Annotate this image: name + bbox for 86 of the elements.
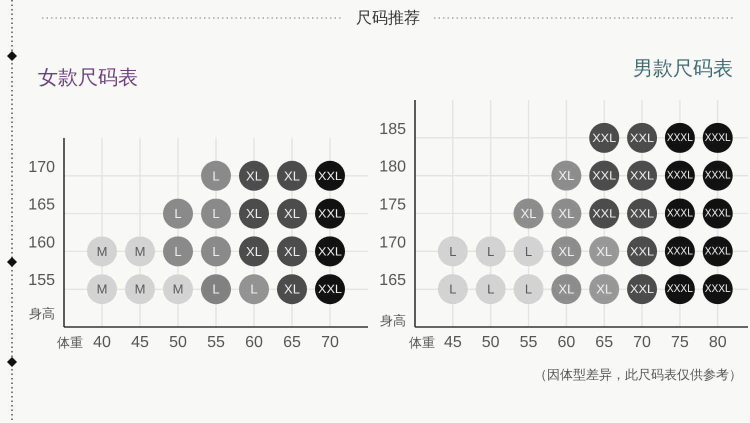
data-label: XXL bbox=[318, 244, 342, 258]
data-label: L bbox=[524, 244, 532, 259]
x-tick-label: 55 bbox=[520, 334, 538, 351]
data-label: L bbox=[524, 282, 532, 297]
data-label: XXXL bbox=[666, 283, 696, 296]
y-tick-label: 160 bbox=[28, 234, 56, 252]
x-tick-label: 70 bbox=[633, 334, 652, 351]
data-label: XXL bbox=[592, 130, 617, 145]
text: （因体型差异，此尺码表仅供参考） bbox=[534, 367, 742, 382]
data-label: XXXL bbox=[704, 283, 733, 296]
x-tick-label: 60 bbox=[245, 334, 263, 351]
y-tick-label: 165 bbox=[379, 272, 406, 290]
x-tick-label: 75 bbox=[670, 334, 689, 351]
y-axis-title: 身高 bbox=[29, 306, 55, 321]
y-tick-label: 170 bbox=[379, 234, 406, 252]
data-label: L bbox=[212, 168, 220, 184]
x-tick-label: 70 bbox=[321, 334, 339, 351]
data-label: XXXL bbox=[704, 170, 733, 182]
x-axis-title: 体重 bbox=[409, 335, 435, 350]
data-label: L bbox=[174, 206, 182, 222]
data-label: XXL bbox=[592, 168, 617, 183]
x-tick-label: 45 bbox=[444, 334, 462, 351]
data-label: XL bbox=[246, 206, 262, 222]
data-label: M bbox=[134, 282, 146, 297]
data-label: XL bbox=[246, 168, 262, 184]
data-label: L bbox=[487, 282, 494, 297]
data-label: XXXL bbox=[666, 132, 696, 144]
data-label: XL bbox=[284, 206, 300, 222]
x-tick-label: 65 bbox=[283, 334, 301, 351]
chart-title: 男款尺码表 bbox=[633, 58, 733, 80]
data-label: XXL bbox=[630, 282, 654, 296]
x-axis-title: 体重 bbox=[57, 335, 83, 350]
data-label: M bbox=[96, 244, 108, 259]
y-tick-label: 180 bbox=[379, 158, 406, 176]
data-label: XL bbox=[284, 244, 300, 259]
x-tick-label: 60 bbox=[557, 334, 576, 351]
data-label: XXL bbox=[630, 130, 654, 145]
data-label: L bbox=[212, 244, 220, 259]
y-tick-label: 185 bbox=[379, 120, 406, 138]
data-label: XXL bbox=[630, 168, 654, 183]
data-label: M bbox=[96, 282, 108, 297]
data-label: L bbox=[212, 282, 220, 297]
x-tick-label: 50 bbox=[482, 334, 500, 351]
x-tick-label: 45 bbox=[131, 334, 149, 351]
data-label: XL bbox=[246, 244, 262, 259]
data-label: XL bbox=[558, 206, 574, 221]
data-label: XL bbox=[558, 282, 574, 297]
data-label: XL bbox=[284, 282, 300, 297]
y-tick-label: 155 bbox=[28, 272, 56, 290]
data-label: XL bbox=[558, 168, 574, 184]
x-tick-label: 65 bbox=[595, 334, 614, 351]
data-label: XXXL bbox=[666, 208, 696, 220]
x-tick-label: 55 bbox=[207, 334, 225, 351]
data-label: XXL bbox=[630, 244, 654, 258]
data-label: XXL bbox=[318, 282, 342, 296]
x-tick-label: 50 bbox=[169, 334, 187, 351]
y-tick-label: 165 bbox=[28, 196, 56, 214]
y-tick-label: 175 bbox=[379, 196, 406, 214]
data-label: XXXL bbox=[704, 245, 733, 258]
data-label: XL bbox=[520, 206, 536, 221]
data-label: L bbox=[250, 282, 258, 297]
text: 尺码推荐 bbox=[356, 9, 420, 27]
data-label: L bbox=[212, 206, 220, 222]
data-label: XXL bbox=[630, 206, 654, 220]
data-label: L bbox=[174, 244, 182, 259]
chart-title: 女款尺码表 bbox=[38, 67, 138, 89]
data-label: XXL bbox=[592, 206, 617, 220]
data-label: M bbox=[172, 282, 184, 297]
y-tick-label: 170 bbox=[28, 158, 56, 176]
data-label: XXXL bbox=[666, 245, 696, 258]
data-label: XXL bbox=[318, 206, 342, 221]
data-label: XXL bbox=[318, 168, 342, 183]
data-label: XXXL bbox=[704, 208, 733, 220]
data-label: XL bbox=[558, 244, 574, 259]
x-tick-label: 40 bbox=[93, 334, 111, 351]
y-axis-title: 身高 bbox=[380, 313, 406, 328]
data-label: L bbox=[487, 244, 494, 259]
data-label: M bbox=[134, 244, 146, 259]
x-tick-label: 80 bbox=[708, 334, 727, 351]
data-label: L bbox=[449, 282, 456, 297]
data-label: XXXL bbox=[666, 170, 696, 182]
data-label: XL bbox=[596, 282, 612, 297]
data-label: XL bbox=[284, 168, 300, 184]
data-label: L bbox=[449, 244, 456, 259]
data-label: XXXL bbox=[704, 132, 733, 144]
data-label: XL bbox=[596, 244, 612, 259]
